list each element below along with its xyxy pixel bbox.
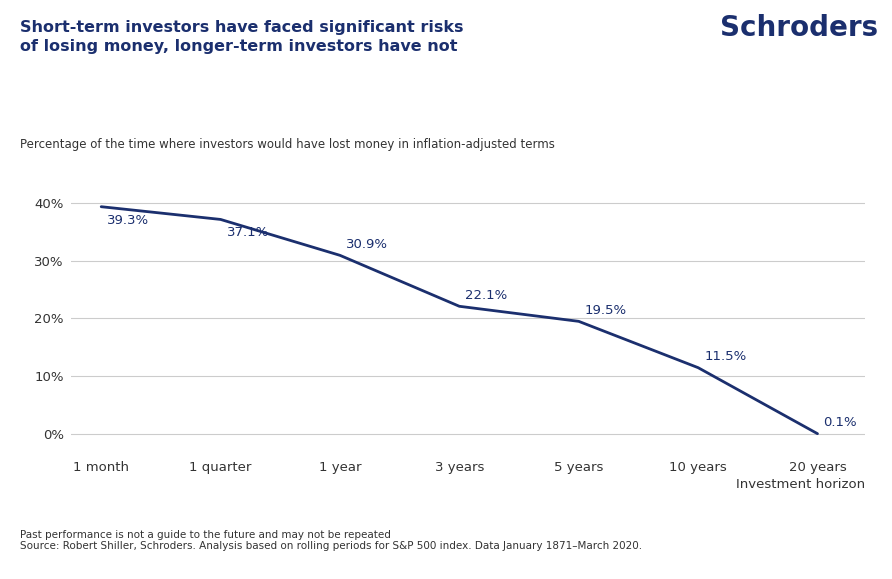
Text: 19.5%: 19.5%: [584, 304, 627, 317]
Text: 37.1%: 37.1%: [227, 226, 268, 239]
Text: Schroders: Schroders: [721, 14, 879, 42]
Text: Investment horizon: Investment horizon: [736, 478, 865, 490]
Text: Past performance is not a guide to the future and may not be repeated
Source: Ro: Past performance is not a guide to the f…: [20, 530, 641, 551]
Text: 30.9%: 30.9%: [346, 238, 388, 251]
Text: 39.3%: 39.3%: [107, 214, 149, 226]
Text: Percentage of the time where investors would have lost money in inflation-adjust: Percentage of the time where investors w…: [20, 138, 555, 151]
Text: 0.1%: 0.1%: [823, 416, 857, 429]
Text: Short-term investors have faced significant risks
of losing money, longer-term i: Short-term investors have faced signific…: [20, 20, 463, 54]
Text: 11.5%: 11.5%: [704, 350, 747, 363]
Text: 22.1%: 22.1%: [466, 289, 508, 302]
